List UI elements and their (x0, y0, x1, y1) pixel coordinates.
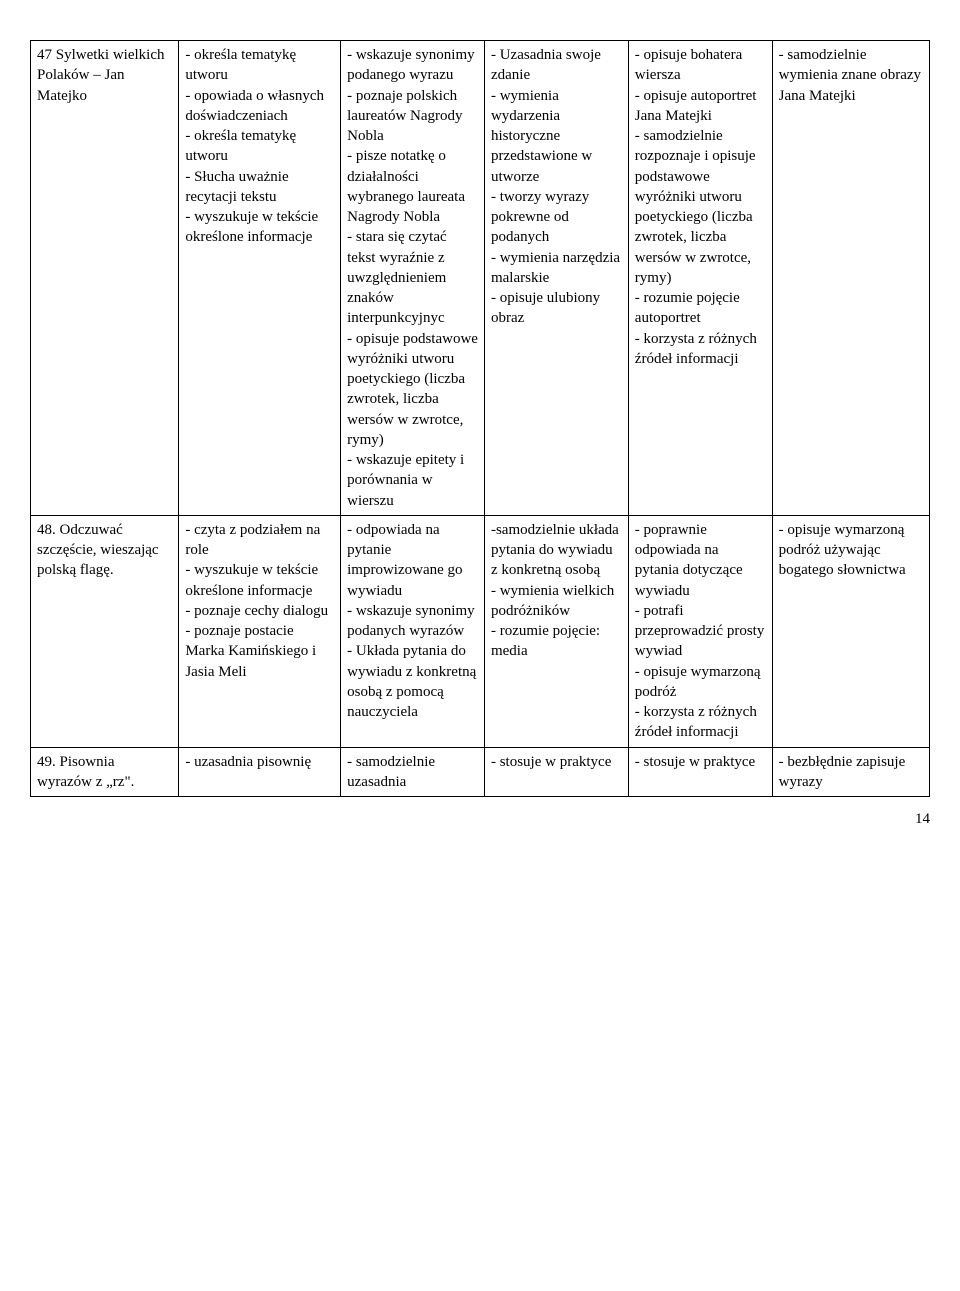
table-cell: - samodzielnie wymienia znane obrazy Jan… (772, 41, 929, 516)
table-cell: - stosuje w praktyce (484, 747, 628, 797)
page-number: 14 (30, 811, 930, 828)
table-cell: - bezbłędnie zapisuje wyrazy (772, 747, 929, 797)
table-cell: - uzasadnia pisownię (179, 747, 341, 797)
table-row: 48. Odczuwać szczęście, wieszając polską… (31, 515, 930, 747)
table-cell: - stosuje w praktyce (628, 747, 772, 797)
table-cell: - opisuje wymarzoną podróż używając boga… (772, 515, 929, 747)
table-cell: - samodzielnie uzasadnia (341, 747, 485, 797)
table-cell: - Uzasadnia swoje zdanie - wymienia wyda… (484, 41, 628, 516)
table-cell: - poprawnie odpowiada na pytania dotyczą… (628, 515, 772, 747)
table-cell: -samodzielnie układa pytania do wywiadu … (484, 515, 628, 747)
table-row: 47 Sylwetki wielkich Polaków – Jan Matej… (31, 41, 930, 516)
table-cell: 49. Pisownia wyrazów z „rz". (31, 747, 179, 797)
table-cell: - odpowiada na pytanie improwizowane go … (341, 515, 485, 747)
table-cell: - wskazuje synonimy podanego wyrazu - po… (341, 41, 485, 516)
curriculum-table: 47 Sylwetki wielkich Polaków – Jan Matej… (30, 40, 930, 797)
table-cell: - czyta z podziałem na role - wyszukuje … (179, 515, 341, 747)
table-row: 49. Pisownia wyrazów z „rz".- uzasadnia … (31, 747, 930, 797)
table-cell: - opisuje bohatera wiersza - opisuje aut… (628, 41, 772, 516)
table-cell: 47 Sylwetki wielkich Polaków – Jan Matej… (31, 41, 179, 516)
table-cell: 48. Odczuwać szczęście, wieszając polską… (31, 515, 179, 747)
table-cell: - określa tematykę utworu - opowiada o w… (179, 41, 341, 516)
